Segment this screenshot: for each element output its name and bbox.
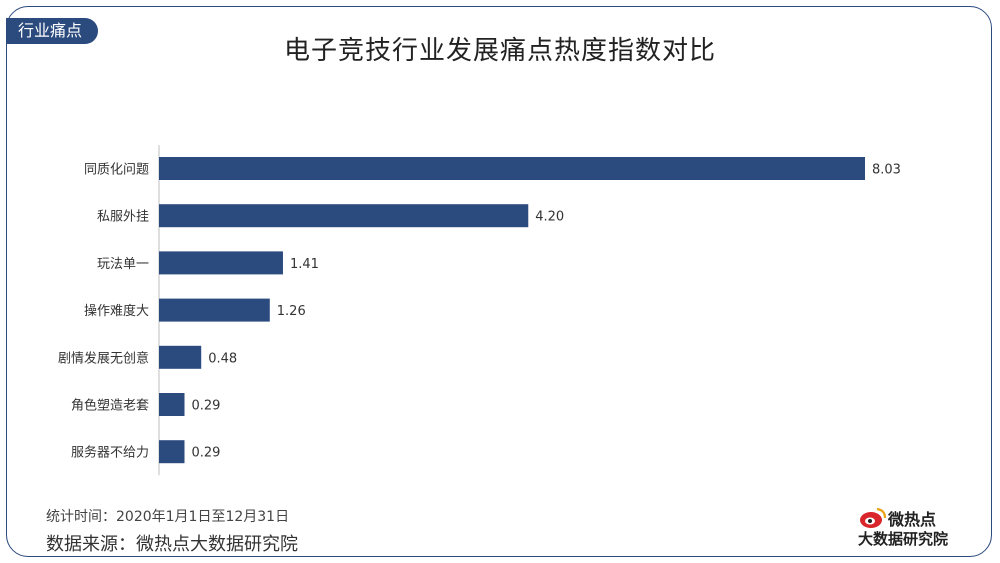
bar [159,345,202,369]
category-label: 玩法单一 [97,257,149,272]
weibo-eye-icon [860,507,887,528]
category-label: 剧情发展无创意 [58,350,149,366]
value-label: 8.03 [872,163,901,178]
value-label: 0.29 [191,446,220,461]
chart-title: 电子竞技行业发展痛点热度指数对比 [283,36,716,66]
value-label: 4.20 [535,210,564,225]
category-label: 同质化问题 [84,163,149,178]
bar [159,440,185,464]
value-label: 1.26 [277,304,306,319]
logo-text-bottom: 大数据研究院 [858,530,949,548]
bar [159,393,185,416]
bar [159,251,283,275]
value-label: 1.41 [290,257,319,272]
logo-text-top: 微热点 [888,510,937,529]
bar [159,157,865,180]
section-tag: 行业痛点 [6,18,99,44]
value-label: 0.29 [191,399,220,414]
slide-frame [6,6,992,557]
bar [159,204,529,228]
category-label: 服务器不给力 [71,445,149,461]
statistics-period: 统计时间：2020年1月1日至12月31日 [46,509,290,525]
weirediandian-logo: 微热点 大数据研究院 [858,506,968,550]
bar [159,298,270,322]
category-label: 私服外挂 [97,210,149,225]
category-label: 角色塑造老套 [71,398,149,414]
category-label: 操作难度大 [84,303,149,319]
data-source: 数据来源：微热点大数据研究院 [46,534,298,555]
value-label: 0.48 [208,351,237,366]
